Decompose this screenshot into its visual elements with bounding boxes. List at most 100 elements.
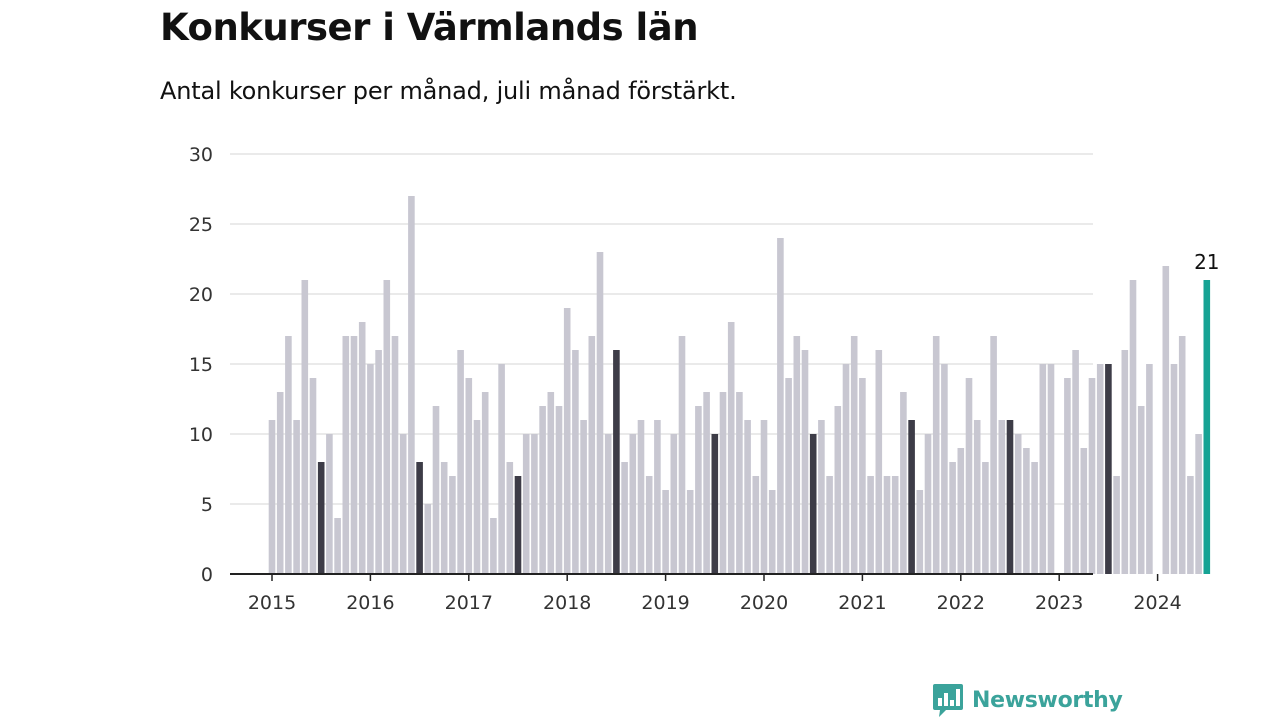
bar	[481, 392, 489, 574]
bar	[826, 476, 833, 574]
bar	[621, 462, 628, 574]
bar	[875, 350, 883, 574]
bar	[1088, 378, 1096, 574]
bar	[334, 518, 341, 574]
bar	[416, 462, 423, 574]
y-tick-label: 30	[189, 144, 213, 166]
bar	[924, 434, 932, 574]
bar	[1105, 364, 1112, 574]
bar	[1080, 448, 1088, 574]
bar	[908, 420, 915, 574]
bar	[1014, 434, 1022, 574]
bar	[744, 420, 751, 574]
y-tick-label: 5	[201, 494, 213, 516]
bar	[686, 490, 694, 574]
bar	[1031, 462, 1038, 574]
bar	[490, 518, 497, 574]
bar	[1162, 266, 1170, 574]
bar	[670, 434, 678, 574]
bar	[432, 406, 440, 574]
bar	[293, 420, 300, 574]
bar	[1195, 434, 1202, 574]
bar	[662, 490, 669, 574]
chart-subtitle: Antal konkurser per månad, juli månad fö…	[160, 77, 737, 105]
bar	[1170, 364, 1178, 574]
x-tick-label: 2022	[937, 592, 985, 614]
bar	[842, 364, 850, 574]
bar	[596, 252, 604, 574]
bar	[736, 392, 743, 574]
bar	[506, 462, 514, 574]
y-tick-label: 15	[189, 354, 213, 376]
bar	[760, 420, 768, 574]
bar	[1187, 476, 1194, 574]
bar	[973, 420, 981, 574]
bar	[268, 420, 276, 574]
bar	[301, 280, 309, 574]
y-tick-label: 0	[201, 564, 213, 586]
x-tick-label: 2015	[248, 592, 296, 614]
bar	[498, 364, 505, 574]
bar	[350, 336, 358, 574]
bar	[719, 392, 727, 574]
bar	[891, 476, 899, 574]
bar	[752, 476, 760, 574]
bar	[957, 448, 965, 574]
x-tick-label: 2023	[1035, 592, 1083, 614]
bar	[547, 392, 555, 574]
bar	[358, 322, 366, 574]
bar	[1047, 364, 1055, 574]
bar	[309, 378, 317, 574]
bar	[1039, 364, 1047, 574]
bar	[768, 490, 776, 574]
bar	[711, 434, 719, 574]
bar	[342, 336, 350, 574]
x-tick-label: 2020	[740, 592, 788, 614]
x-tick-label: 2021	[838, 592, 886, 614]
bar	[727, 322, 735, 574]
bar	[514, 476, 522, 574]
bar	[965, 378, 973, 574]
bar	[1072, 350, 1079, 574]
bar	[1096, 364, 1104, 574]
bar	[449, 476, 456, 574]
bar	[1129, 280, 1137, 574]
bar	[522, 434, 530, 574]
bar	[440, 462, 448, 574]
bar	[1137, 406, 1145, 574]
bar	[982, 462, 989, 574]
x-tick-label: 2019	[641, 592, 689, 614]
bar	[563, 308, 571, 574]
bar	[900, 392, 907, 574]
brand-name: Newsworthy	[972, 687, 1123, 713]
bar	[1023, 448, 1030, 574]
bar	[391, 336, 399, 574]
x-tick-label: 2018	[543, 592, 591, 614]
bar	[916, 490, 924, 574]
bar	[637, 420, 645, 574]
bar	[383, 280, 391, 574]
chart-title: Konkurser i Värmlands län	[160, 6, 699, 49]
bar	[465, 378, 473, 574]
x-tick-label: 2016	[346, 592, 394, 614]
bar	[1006, 420, 1014, 574]
bar	[867, 476, 874, 574]
bar	[588, 336, 596, 574]
bar	[613, 350, 620, 574]
bar	[834, 406, 842, 574]
bar	[604, 434, 612, 574]
bar	[949, 462, 956, 574]
bar	[580, 420, 587, 574]
bar	[801, 350, 809, 574]
bar	[793, 336, 801, 574]
bar	[645, 476, 653, 574]
bar	[932, 336, 940, 574]
bar	[1064, 378, 1071, 574]
bar	[367, 364, 374, 574]
bar	[457, 350, 464, 574]
bar	[883, 476, 891, 574]
bar	[572, 350, 579, 574]
bar	[317, 462, 325, 574]
bar	[473, 420, 481, 574]
bar	[539, 406, 546, 574]
